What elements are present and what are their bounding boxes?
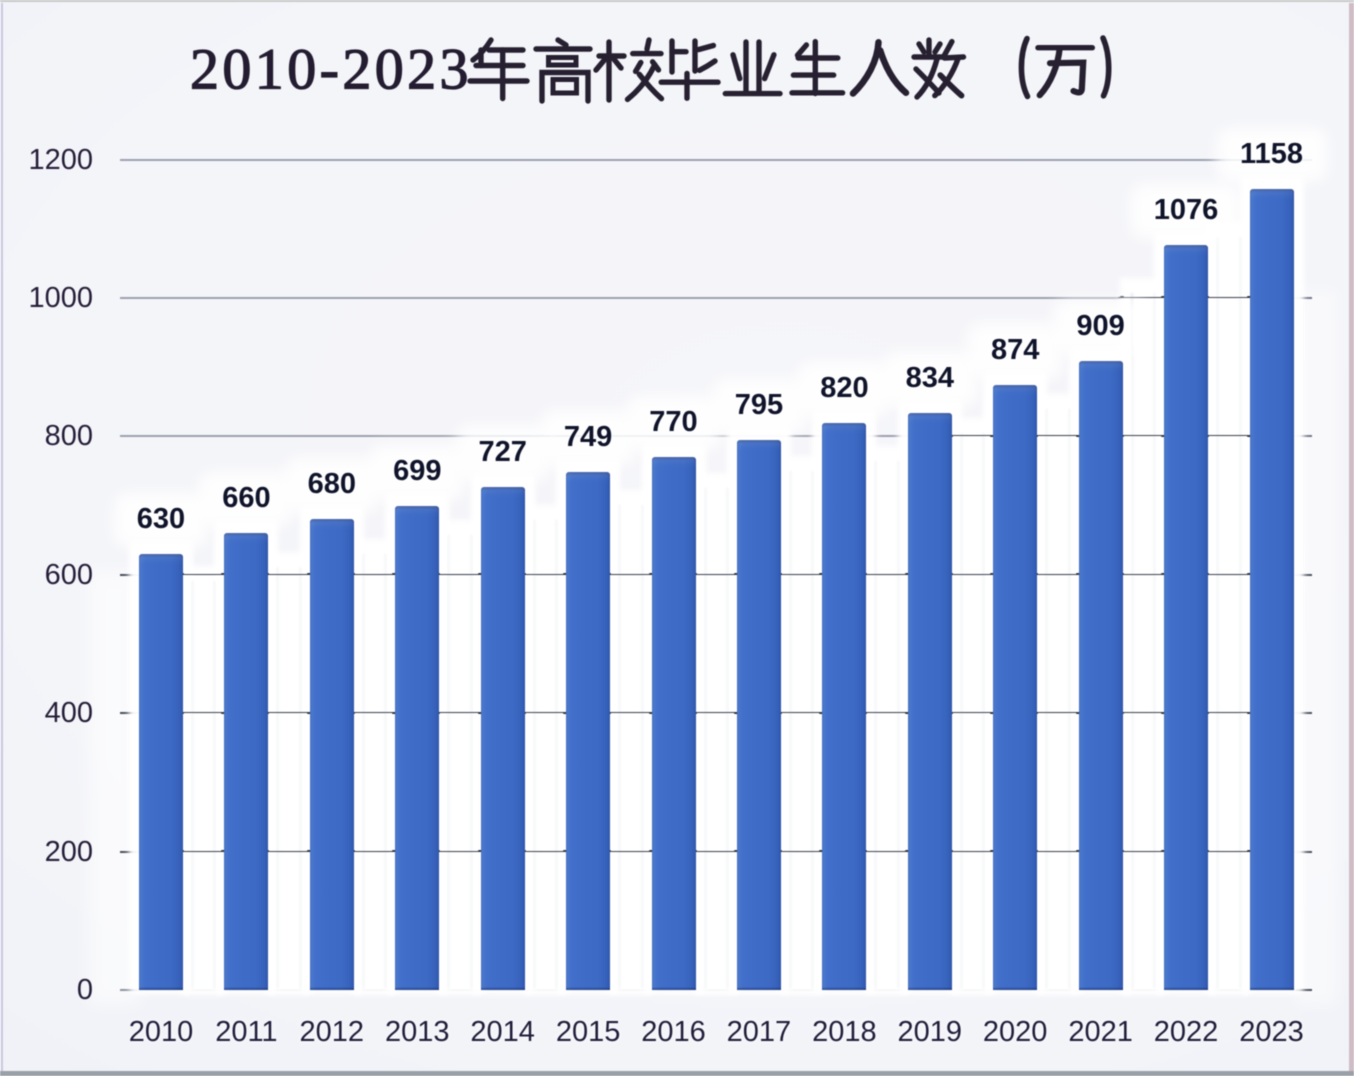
svg-text:2010-2023: 2010-2023: [190, 37, 472, 102]
